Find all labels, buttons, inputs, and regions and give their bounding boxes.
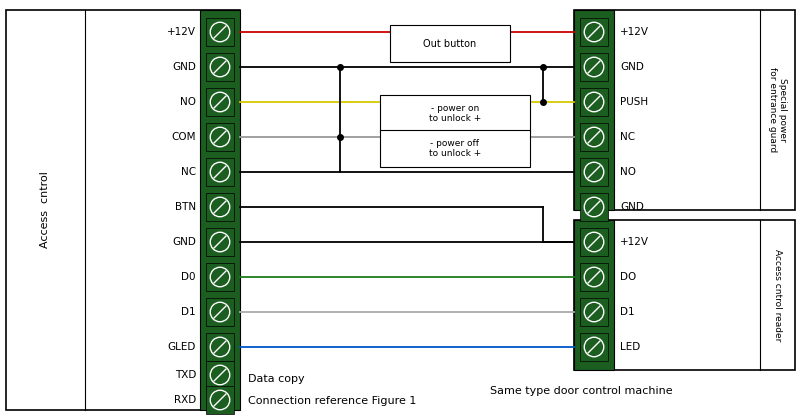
Text: - power off
to unlock +: - power off to unlock + [429,139,481,158]
Text: D1: D1 [620,307,634,317]
Bar [206,228,234,256]
Bar [580,123,608,151]
Text: +12V: +12V [620,27,649,37]
Text: NO: NO [620,167,636,177]
Bar [580,53,608,80]
Bar [580,158,608,186]
Bar [580,193,608,221]
Text: NC: NC [181,167,196,177]
Bar [206,193,234,221]
Bar [580,334,608,361]
Text: GND: GND [172,237,196,247]
Bar [206,123,234,151]
Bar [206,18,234,46]
Bar [580,264,608,291]
Text: +12V: +12V [167,27,196,37]
Text: NC: NC [620,132,635,142]
Text: Data copy: Data copy [248,374,305,384]
Text: NO: NO [180,97,196,107]
Bar [206,264,234,291]
Bar [206,298,234,326]
Text: BTN: BTN [175,202,196,212]
Text: - power on
to unlock +: - power on to unlock + [429,104,481,123]
Text: RXD: RXD [174,395,196,405]
Bar [574,10,795,210]
Bar [6,10,240,410]
Bar [206,88,234,116]
Text: D0: D0 [182,272,196,282]
Text: Out button: Out button [423,39,477,49]
Text: Special power
for entrance guard: Special power for entrance guard [768,67,787,153]
Text: +12V: +12V [620,237,649,247]
Bar [580,298,608,326]
Text: Access cntrol reader: Access cntrol reader [773,249,782,341]
Bar [206,334,234,361]
Text: GND: GND [620,62,644,72]
Bar [380,130,530,167]
Text: Same type door control machine: Same type door control machine [490,386,673,396]
Bar [206,158,234,186]
Text: DO: DO [620,272,636,282]
Bar [206,53,234,80]
Text: GLED: GLED [168,342,196,352]
Text: GND: GND [172,62,196,72]
Bar [206,361,234,389]
Bar [390,25,510,62]
Text: PUSH: PUSH [620,97,648,107]
Text: Connection reference Figure 1: Connection reference Figure 1 [248,396,416,406]
Bar [580,18,608,46]
Bar [380,95,530,132]
Bar [574,220,614,370]
Text: LED: LED [620,342,640,352]
Bar [580,228,608,256]
Text: GND: GND [620,202,644,212]
Bar [580,88,608,116]
Text: D1: D1 [182,307,196,317]
Bar [574,10,614,210]
Bar [206,386,234,414]
Text: COM: COM [171,132,196,142]
Text: TXD: TXD [174,370,196,380]
Text: Access  cntrol: Access cntrol [41,171,50,248]
Bar [574,220,795,370]
Bar [200,10,240,410]
